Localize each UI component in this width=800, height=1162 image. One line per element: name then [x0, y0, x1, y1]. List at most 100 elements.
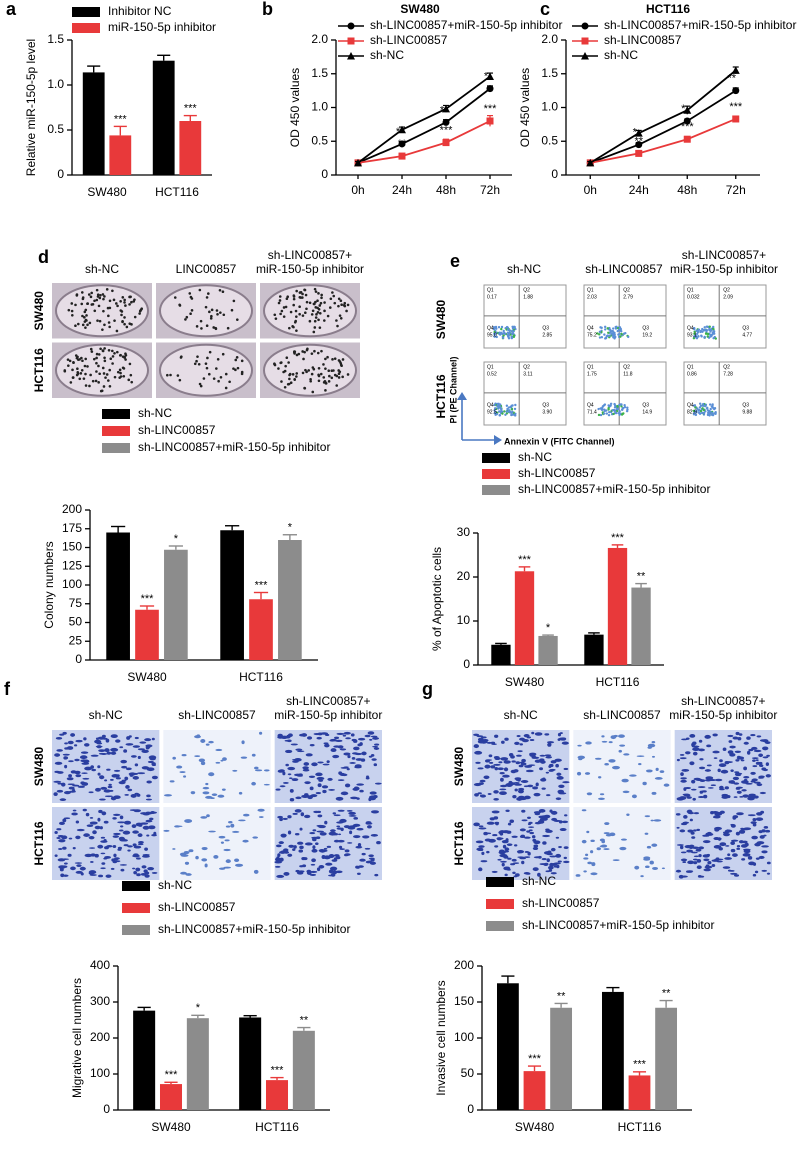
- colony: [295, 289, 298, 293]
- stained-cell: [498, 830, 504, 835]
- event-dot: [513, 413, 517, 417]
- stained-cell: [591, 862, 596, 867]
- event-dot: [513, 325, 516, 329]
- panel-letter: a: [6, 0, 17, 19]
- colony: [221, 290, 225, 293]
- stained-cell: [344, 849, 350, 853]
- legend-marker: [581, 52, 589, 60]
- event-dot: [602, 412, 606, 415]
- stained-cell: [539, 767, 544, 771]
- colony: [212, 326, 215, 329]
- event-dot: [501, 336, 505, 340]
- stained-cell: [759, 791, 767, 795]
- stained-cell: [288, 844, 295, 848]
- colony: [84, 357, 87, 361]
- stained-cell: [112, 845, 117, 849]
- stained-cell: [277, 853, 281, 858]
- stained-cell: [74, 744, 78, 747]
- stained-cell: [728, 740, 733, 743]
- stained-cell: [550, 847, 556, 852]
- colony: [103, 295, 106, 298]
- series-line: [357, 75, 491, 164]
- stained-cell: [112, 774, 119, 777]
- event-dot: [597, 407, 600, 411]
- stained-cell: [675, 813, 681, 816]
- stained-cell: [554, 758, 562, 762]
- y-axis-label: Migrative cell numbers: [70, 978, 84, 1098]
- stained-cell: [328, 874, 334, 877]
- stained-cell: [374, 782, 382, 785]
- stained-cell: [144, 847, 148, 851]
- stained-cell: [56, 749, 63, 752]
- stained-cell: [741, 858, 746, 861]
- colony: [184, 318, 187, 321]
- stained-cell: [84, 743, 90, 747]
- panel-letter: f: [4, 679, 11, 699]
- stained-cell: [348, 815, 357, 817]
- colony: [99, 347, 102, 351]
- colony: [232, 299, 236, 303]
- colony: [111, 362, 114, 365]
- event-dot: [714, 337, 717, 340]
- stained-cell: [360, 758, 366, 762]
- colony: [222, 313, 226, 317]
- stained-cell: [72, 809, 77, 812]
- stained-cell: [583, 870, 587, 873]
- stained-cell: [730, 848, 736, 853]
- colony: [113, 375, 117, 379]
- stained-cell: [240, 756, 248, 759]
- stained-cell: [499, 788, 507, 791]
- stained-cell: [225, 825, 231, 828]
- stained-cell: [102, 737, 108, 740]
- colony: [294, 309, 298, 313]
- colony: [119, 300, 122, 303]
- colony: [313, 326, 317, 329]
- colony: [318, 304, 322, 307]
- stained-cell: [735, 831, 740, 836]
- legend-marker: [347, 37, 355, 45]
- colony: [130, 323, 133, 326]
- stained-cell: [727, 853, 731, 857]
- stained-cell: [686, 870, 694, 873]
- colony: [295, 375, 298, 378]
- stained-cell: [743, 775, 750, 779]
- quadrant-name: Q1: [487, 287, 494, 293]
- legend-swatch: [122, 903, 150, 913]
- stained-cell: [529, 831, 535, 835]
- data-point: [683, 106, 692, 114]
- stained-cell: [523, 836, 531, 839]
- stained-cell: [120, 825, 124, 828]
- event-dot: [710, 328, 713, 332]
- stained-cell: [112, 835, 120, 838]
- event-dot: [623, 404, 626, 407]
- stained-cell: [539, 863, 547, 865]
- stained-cell: [56, 771, 64, 774]
- colony: [288, 326, 291, 330]
- stained-cell: [311, 762, 318, 767]
- stained-cell: [67, 853, 72, 857]
- colony: [332, 294, 336, 298]
- y-tick-label: 300: [90, 994, 110, 1008]
- stained-cell: [563, 767, 569, 771]
- stained-cell: [483, 831, 488, 836]
- y-tick-label: 100: [454, 1030, 474, 1044]
- stained-cell: [529, 738, 535, 742]
- stained-cell: [107, 785, 113, 789]
- stained-cell: [693, 829, 697, 832]
- event-dot: [493, 407, 497, 410]
- colony: [209, 317, 213, 320]
- stained-cell: [294, 809, 302, 813]
- y-tick-label: 0: [551, 167, 558, 181]
- y-tick-label: 20: [457, 569, 471, 583]
- stained-cell: [123, 749, 128, 753]
- stained-cell: [680, 772, 684, 777]
- stained-cell: [99, 798, 106, 801]
- stained-cell: [88, 870, 97, 875]
- significance-label: ***: [729, 101, 743, 113]
- stained-cell: [128, 772, 136, 776]
- stained-cell: [132, 745, 141, 748]
- stained-cell: [372, 737, 380, 740]
- stained-cell: [753, 749, 762, 753]
- colony: [298, 312, 301, 316]
- event-dot: [608, 334, 611, 337]
